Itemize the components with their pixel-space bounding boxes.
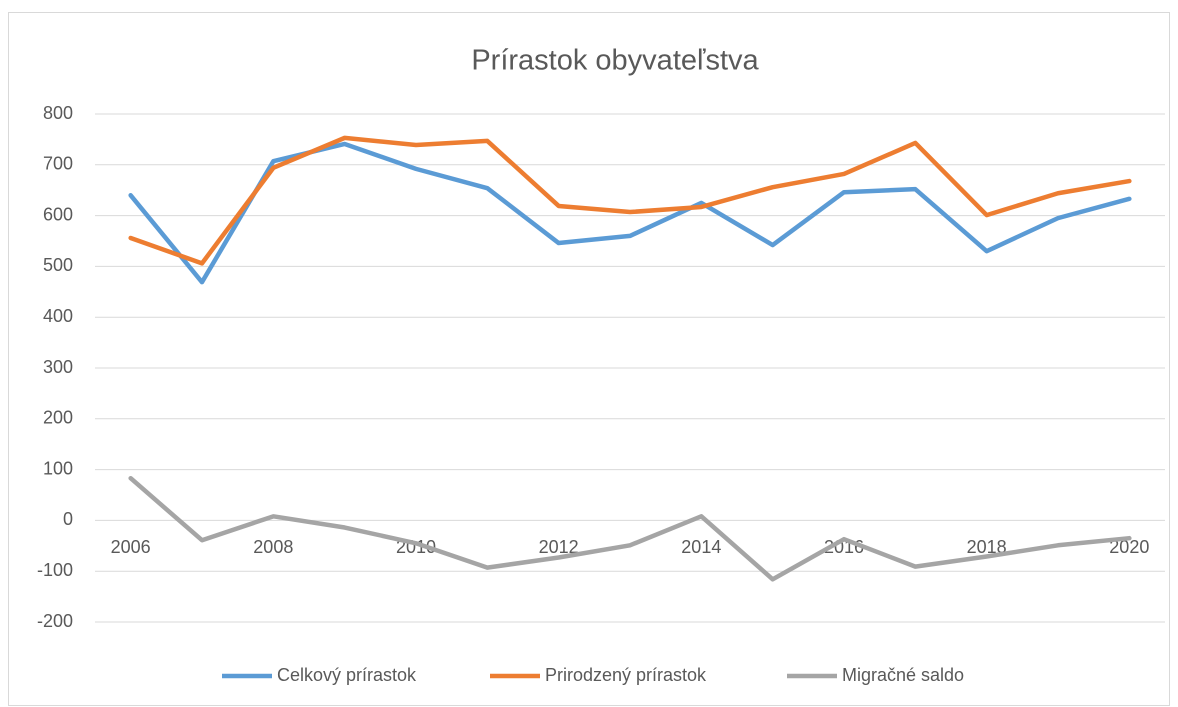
x-tick-label: 2020 [1109,537,1149,557]
y-tick-label: 200 [43,408,73,428]
y-tick-label: -100 [37,560,73,580]
x-tick-label: 2012 [539,537,579,557]
legend-label: Celkový prírastok [277,665,417,685]
y-tick-label: 300 [43,357,73,377]
y-tick-label: 400 [43,306,73,326]
y-tick-label: 100 [43,458,73,478]
series-line [128,475,1132,582]
y-tick-label: 600 [43,204,73,224]
legend-label: Migračné saldo [842,665,964,685]
legend-label: Prirodzený prírastok [545,665,707,685]
x-tick-label: 2008 [253,537,293,557]
x-tick-label: 2006 [111,537,151,557]
y-tick-label: 800 [43,103,73,123]
chart-title: Prírastok obyvateľstva [471,45,759,77]
y-tick-label: 0 [63,509,73,529]
y-tick-label: 700 [43,154,73,174]
series-line [128,135,1132,266]
chart-frame [8,12,1170,706]
y-tick-label: 500 [43,255,73,275]
y-tick-label: -200 [37,611,73,631]
x-tick-label: 2018 [967,537,1007,557]
x-tick-label: 2014 [681,537,721,557]
